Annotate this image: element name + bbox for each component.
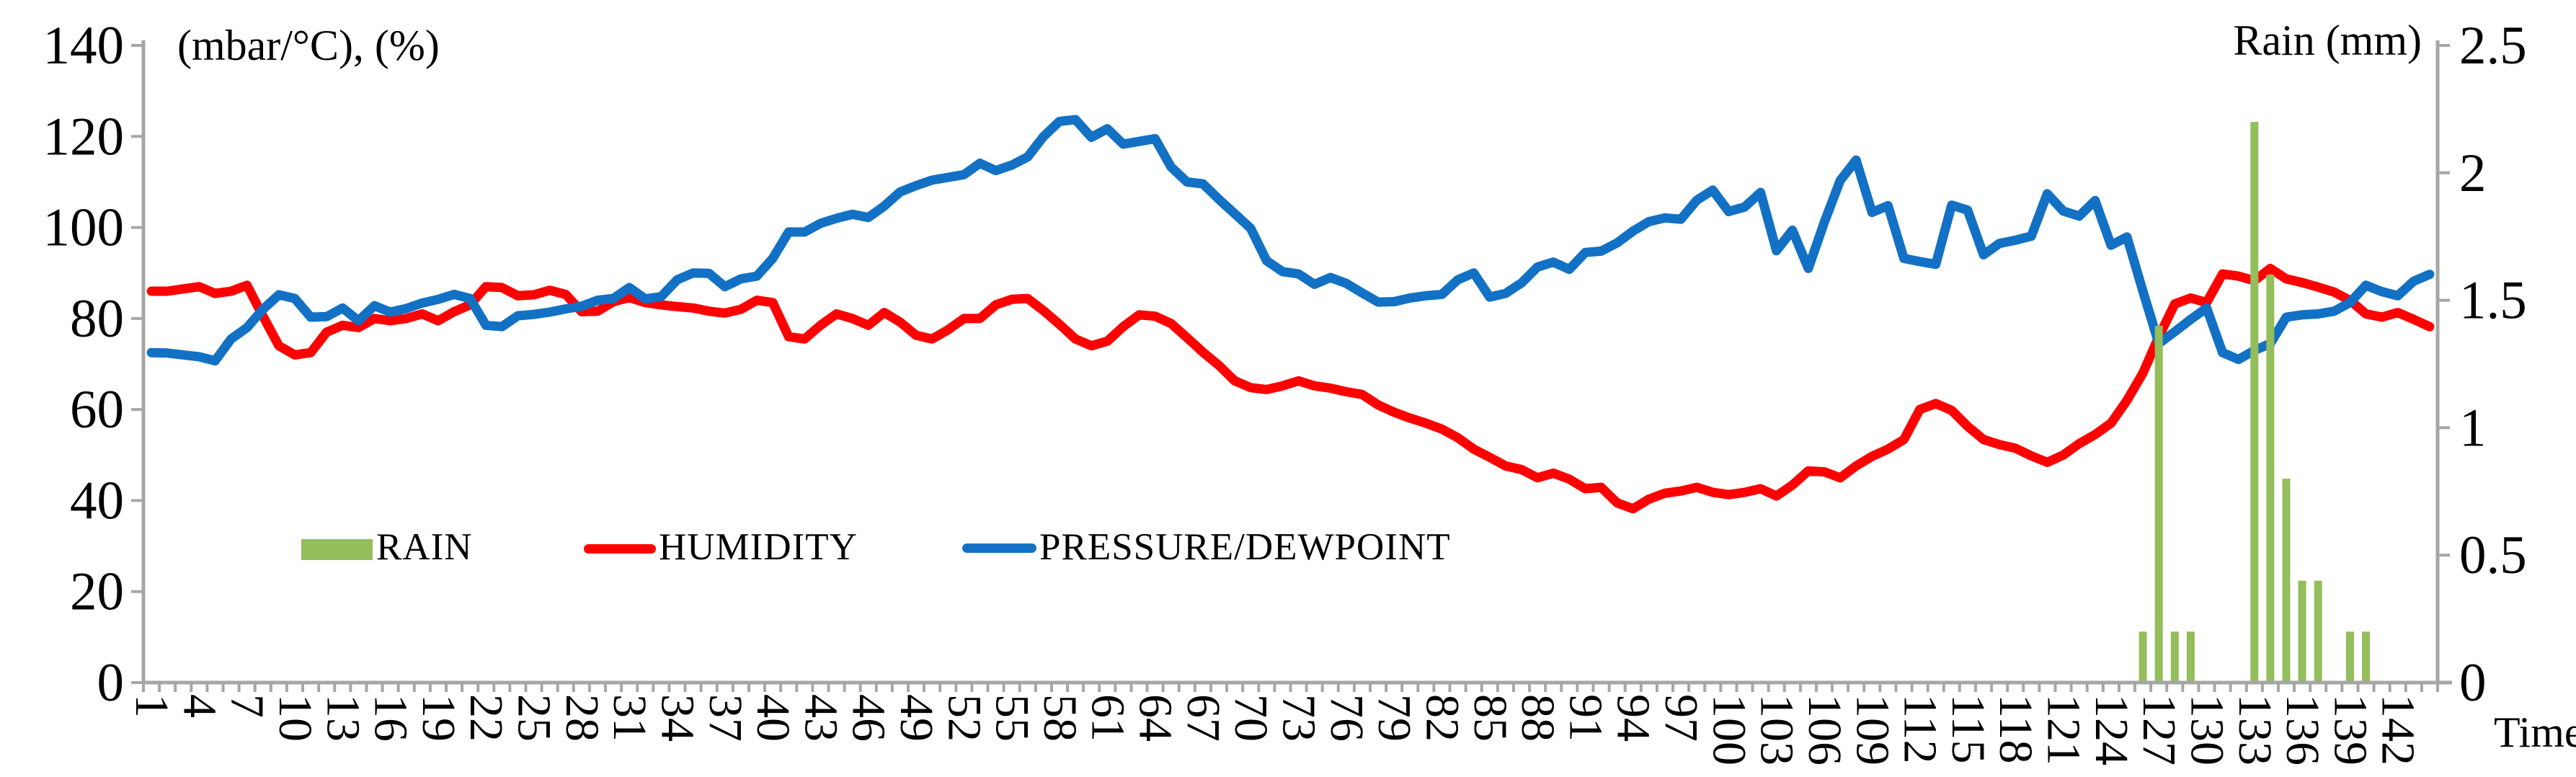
right-axis-title: Rain (mm) [2233,17,2422,64]
svg-text:76: 76 [1320,694,1373,742]
svg-text:103: 103 [1751,694,1803,765]
svg-text:2: 2 [2459,143,2487,203]
pressure-dewpoint-line [146,115,2435,366]
svg-text:142: 142 [2372,694,2425,765]
x-axis-title: Time [2494,709,2576,756]
svg-text:4: 4 [173,694,226,718]
svg-text:127: 127 [2133,694,2185,765]
svg-text:91: 91 [1559,694,1612,742]
svg-text:19: 19 [412,694,465,742]
svg-text:37: 37 [699,694,752,742]
legend-rain-label: RAIN [376,526,473,568]
svg-text:20: 20 [70,562,124,622]
legend-rain-swatch [301,539,373,560]
svg-text:120: 120 [43,107,125,166]
left-axis-tick-labels: 0 20 40 60 80 100 120 140 [43,16,125,713]
svg-text:25: 25 [508,694,561,742]
svg-text:100: 100 [43,198,125,258]
svg-text:22: 22 [460,694,512,742]
left-axis-title: (mbar/°C), (%) [177,22,440,69]
svg-text:0.5: 0.5 [2459,525,2527,585]
legend-pressure-swatch [962,543,1036,553]
svg-text:88: 88 [1511,694,1564,742]
svg-text:40: 40 [70,471,124,530]
svg-text:31: 31 [603,694,656,742]
svg-text:109: 109 [1846,694,1898,765]
svg-text:64: 64 [1129,694,1182,742]
svg-text:52: 52 [938,694,990,742]
svg-text:130: 130 [2181,694,2234,765]
svg-text:118: 118 [1989,694,2042,764]
svg-text:67: 67 [1177,694,1230,742]
svg-text:139: 139 [2324,694,2376,765]
svg-text:60: 60 [70,380,124,440]
svg-text:40: 40 [747,694,799,742]
svg-text:2.5: 2.5 [2459,16,2527,76]
humidity-line [146,263,2435,514]
svg-text:13: 13 [316,694,369,742]
legend-humidity-label: HUMIDITY [659,526,858,568]
svg-text:82: 82 [1416,694,1469,742]
svg-text:55: 55 [986,694,1039,742]
svg-text:34: 34 [652,694,704,742]
svg-text:100: 100 [1702,694,1755,765]
svg-text:43: 43 [794,694,847,742]
svg-text:140: 140 [43,16,125,76]
svg-text:58: 58 [1034,694,1086,742]
svg-text:79: 79 [1368,694,1421,742]
svg-text:115: 115 [1942,694,1994,764]
svg-text:106: 106 [1798,694,1851,765]
svg-text:10: 10 [269,694,321,742]
svg-text:0: 0 [97,653,125,713]
legend-humidity-swatch [584,544,656,554]
svg-text:1: 1 [125,694,178,718]
svg-text:7: 7 [221,694,274,718]
rain-bars [2138,122,2370,683]
svg-text:61: 61 [1081,694,1134,742]
axis-ticks [131,44,2450,692]
svg-text:97: 97 [1655,694,1707,742]
svg-text:70: 70 [1225,694,1277,742]
svg-text:80: 80 [70,289,124,349]
x-axis-tick-labels: 1471013161922252831343740434649525558616… [125,694,2425,765]
axes [141,40,2452,685]
right-axis-tick-labels: 0 0.5 1 1.5 2 2.5 [2459,16,2527,713]
svg-text:16: 16 [365,694,417,742]
svg-text:121: 121 [2038,694,2090,765]
svg-text:133: 133 [2229,694,2281,765]
svg-text:46: 46 [843,694,895,742]
svg-text:73: 73 [1273,694,1325,742]
svg-text:124: 124 [2085,694,2138,765]
svg-text:85: 85 [1464,694,1516,742]
svg-text:94: 94 [1607,694,1660,742]
svg-text:28: 28 [556,694,608,742]
svg-text:1: 1 [2459,398,2487,458]
svg-text:49: 49 [890,694,943,742]
svg-text:1.5: 1.5 [2459,271,2527,331]
svg-text:112: 112 [1894,694,1947,764]
legend-pressure-label: PRESSURE/DEWPOINT [1039,526,1451,568]
svg-text:136: 136 [2276,694,2329,765]
svg-text:0: 0 [2459,653,2487,713]
